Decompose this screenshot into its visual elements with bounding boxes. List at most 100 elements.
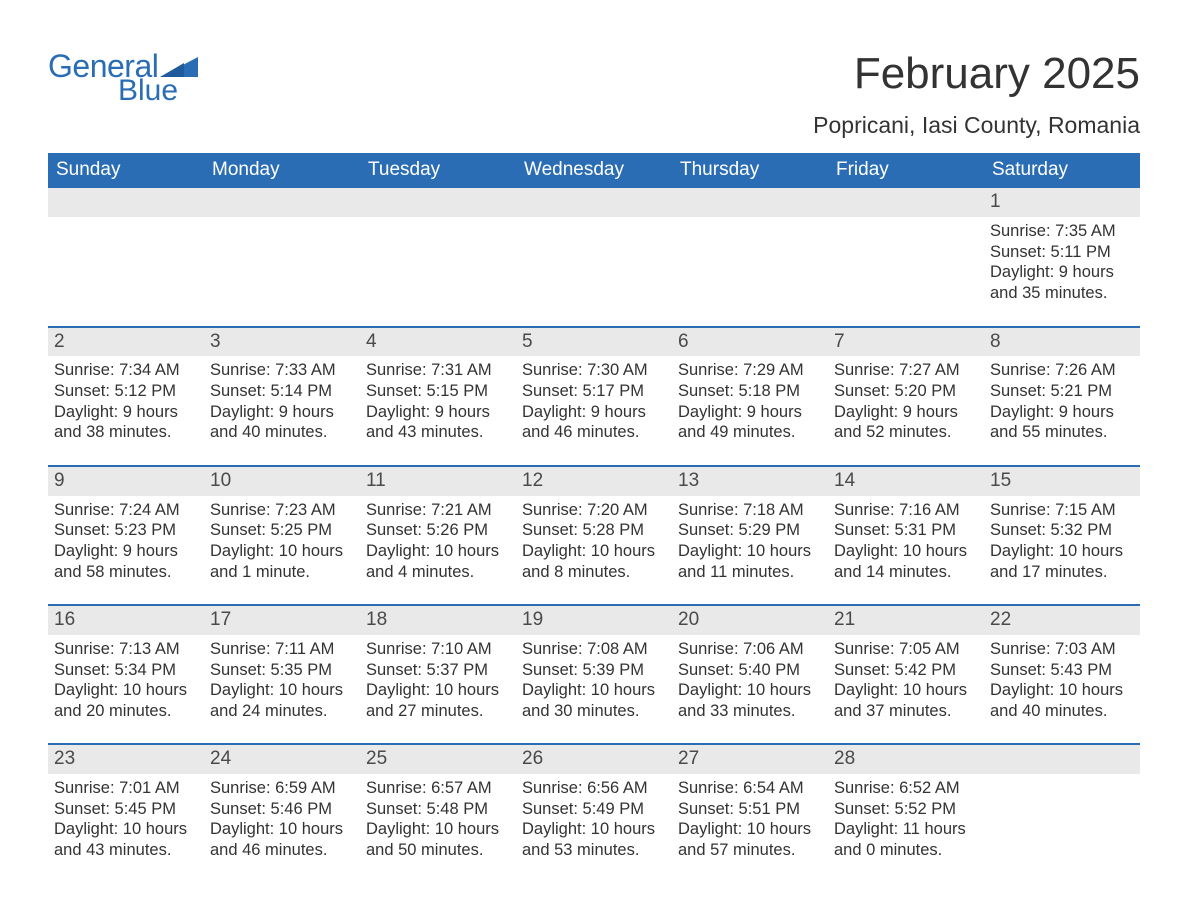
day-number: 19 xyxy=(516,606,672,635)
daylight-text: Daylight: 10 hours and 1 minute. xyxy=(210,541,354,582)
daylight-text: Daylight: 10 hours and 14 minutes. xyxy=(834,541,978,582)
daylight-text: Daylight: 9 hours and 46 minutes. xyxy=(522,402,666,443)
day-body: Sunrise: 7:11 AMSunset: 5:35 PMDaylight:… xyxy=(210,639,354,722)
day-number: 15 xyxy=(984,467,1140,496)
calendar-day: 22Sunrise: 7:03 AMSunset: 5:43 PMDayligh… xyxy=(984,606,1140,725)
sunset-text: Sunset: 5:12 PM xyxy=(54,381,198,402)
sunrise-text: Sunrise: 7:24 AM xyxy=(54,500,198,521)
daylight-text: Daylight: 10 hours and 40 minutes. xyxy=(990,680,1134,721)
sunrise-text: Sunrise: 7:13 AM xyxy=(54,639,198,660)
sunset-text: Sunset: 5:42 PM xyxy=(834,660,978,681)
logo: General Blue xyxy=(48,50,198,106)
day-number: 21 xyxy=(828,606,984,635)
sunrise-text: Sunrise: 6:52 AM xyxy=(834,778,978,799)
sunrise-text: Sunrise: 6:57 AM xyxy=(366,778,510,799)
daylight-text: Daylight: 9 hours and 55 minutes. xyxy=(990,402,1134,443)
sunset-text: Sunset: 5:37 PM xyxy=(366,660,510,681)
calendar-day: 21 Sunrise: 7:05 AMSunset: 5:42 PMDayligh… xyxy=(828,606,984,725)
sunset-text: Sunset: 5:25 PM xyxy=(210,520,354,541)
weekday-header: Saturday xyxy=(984,153,1140,188)
sunset-text: Sunset: 5:49 PM xyxy=(522,799,666,820)
sunrise-text: Sunrise: 7:27 AM xyxy=(834,360,978,381)
day-number xyxy=(204,188,360,217)
day-body: Sunrise: 7:35 AMSunset: 5:11 PMDaylight:… xyxy=(990,221,1134,304)
sunrise-text: Sunrise: 7:10 AM xyxy=(366,639,510,660)
calendar-day: 23Sunrise: 7:01 AMSunset: 5:45 PMDayligh… xyxy=(48,745,204,864)
sunrise-text: Sunrise: 7:20 AM xyxy=(522,500,666,521)
daylight-text: Daylight: 10 hours and 43 minutes. xyxy=(54,819,198,860)
sunset-text: Sunset: 5:20 PM xyxy=(834,381,978,402)
day-number: 5 xyxy=(516,328,672,357)
day-number: 2 xyxy=(48,328,204,357)
sunrise-text: Sunrise: 7:18 AM xyxy=(678,500,822,521)
sunrise-text: Sunrise: 7:05 AM xyxy=(834,639,978,660)
day-body: Sunrise: 6:56 AMSunset: 5:49 PMDaylight:… xyxy=(522,778,666,861)
sunset-text: Sunset: 5:32 PM xyxy=(990,520,1134,541)
daylight-text: Daylight: 9 hours and 52 minutes. xyxy=(834,402,978,443)
sunset-text: Sunset: 5:23 PM xyxy=(54,520,198,541)
daylight-text: Daylight: 11 hours and 0 minutes. xyxy=(834,819,978,860)
day-number: 12 xyxy=(516,467,672,496)
daylight-text: Daylight: 9 hours and 40 minutes. xyxy=(210,402,354,443)
sunrise-text: Sunrise: 7:34 AM xyxy=(54,360,198,381)
calendar-grid: SundayMondayTuesdayWednesdayThursdayFrid… xyxy=(48,153,1140,864)
location-label: Popricani, Iasi County, Romania xyxy=(813,112,1140,139)
weekday-header: Thursday xyxy=(672,153,828,188)
day-number: 28 xyxy=(828,745,984,774)
day-number xyxy=(984,745,1140,774)
day-number: 27 xyxy=(672,745,828,774)
day-number: 23 xyxy=(48,745,204,774)
calendar-day: 18Sunrise: 7:10 AMSunset: 5:37 PMDayligh… xyxy=(360,606,516,725)
day-number xyxy=(360,188,516,217)
month-title: February 2025 xyxy=(813,50,1140,98)
calendar-day: 20Sunrise: 7:06 AMSunset: 5:40 PMDayligh… xyxy=(672,606,828,725)
day-body: Sunrise: 7:18 AMSunset: 5:29 PMDaylight:… xyxy=(678,500,822,583)
sunset-text: Sunset: 5:28 PM xyxy=(522,520,666,541)
title-block: February 2025 Popricani, Iasi County, Ro… xyxy=(813,50,1140,139)
calendar-day-empty xyxy=(828,188,984,307)
sunset-text: Sunset: 5:18 PM xyxy=(678,381,822,402)
day-number: 1 xyxy=(984,188,1140,217)
calendar-week: 23Sunrise: 7:01 AMSunset: 5:45 PMDayligh… xyxy=(48,743,1140,864)
sunset-text: Sunset: 5:39 PM xyxy=(522,660,666,681)
day-number xyxy=(48,188,204,217)
sunrise-text: Sunrise: 7:16 AM xyxy=(834,500,978,521)
sunset-text: Sunset: 5:11 PM xyxy=(990,242,1134,263)
weekday-header: Sunday xyxy=(48,153,204,188)
sunrise-text: Sunrise: 7:31 AM xyxy=(366,360,510,381)
day-body: Sunrise: 7:31 AMSunset: 5:15 PMDaylight:… xyxy=(366,360,510,443)
day-number: 16 xyxy=(48,606,204,635)
day-number: 13 xyxy=(672,467,828,496)
day-body: Sunrise: 6:57 AMSunset: 5:48 PMDaylight:… xyxy=(366,778,510,861)
day-body: Sunrise: 7:27 AMSunset: 5:20 PMDaylight:… xyxy=(834,360,978,443)
sunset-text: Sunset: 5:52 PM xyxy=(834,799,978,820)
sunset-text: Sunset: 5:17 PM xyxy=(522,381,666,402)
sunrise-text: Sunrise: 7:15 AM xyxy=(990,500,1134,521)
calendar-day: 24Sunrise: 6:59 AMSunset: 5:46 PMDayligh… xyxy=(204,745,360,864)
sunrise-text: Sunrise: 7:23 AM xyxy=(210,500,354,521)
calendar-day: 11 Sunrise: 7:21 AMSunset: 5:26 PMDayligh… xyxy=(360,467,516,586)
day-body: Sunrise: 7:30 AMSunset: 5:17 PMDaylight:… xyxy=(522,360,666,443)
day-body: Sunrise: 7:29 AMSunset: 5:18 PMDaylight:… xyxy=(678,360,822,443)
calendar-day: 16Sunrise: 7:13 AMSunset: 5:34 PMDayligh… xyxy=(48,606,204,725)
calendar-page: General Blue February 2025 Popricani, Ia… xyxy=(0,0,1188,905)
day-number: 10 xyxy=(204,467,360,496)
calendar-day: 8Sunrise: 7:26 AMSunset: 5:21 PMDaylight… xyxy=(984,328,1140,447)
day-number: 11 xyxy=(360,467,516,496)
day-body: Sunrise: 7:34 AMSunset: 5:12 PMDaylight:… xyxy=(54,360,198,443)
weekday-header: Friday xyxy=(828,153,984,188)
daylight-text: Daylight: 10 hours and 37 minutes. xyxy=(834,680,978,721)
day-body: Sunrise: 7:05 AMSunset: 5:42 PMDaylight:… xyxy=(834,639,978,722)
calendar-day: 9Sunrise: 7:24 AMSunset: 5:23 PMDaylight… xyxy=(48,467,204,586)
day-number: 7 xyxy=(828,328,984,357)
sunset-text: Sunset: 5:34 PM xyxy=(54,660,198,681)
day-number: 8 xyxy=(984,328,1140,357)
calendar-day: 17Sunrise: 7:11 AMSunset: 5:35 PMDayligh… xyxy=(204,606,360,725)
calendar-day: 25Sunrise: 6:57 AMSunset: 5:48 PMDayligh… xyxy=(360,745,516,864)
day-body: Sunrise: 7:21 AMSunset: 5:26 PMDaylight:… xyxy=(366,500,510,583)
day-number: 24 xyxy=(204,745,360,774)
sunrise-text: Sunrise: 7:30 AM xyxy=(522,360,666,381)
daylight-text: Daylight: 9 hours and 38 minutes. xyxy=(54,402,198,443)
day-number xyxy=(516,188,672,217)
sunset-text: Sunset: 5:21 PM xyxy=(990,381,1134,402)
